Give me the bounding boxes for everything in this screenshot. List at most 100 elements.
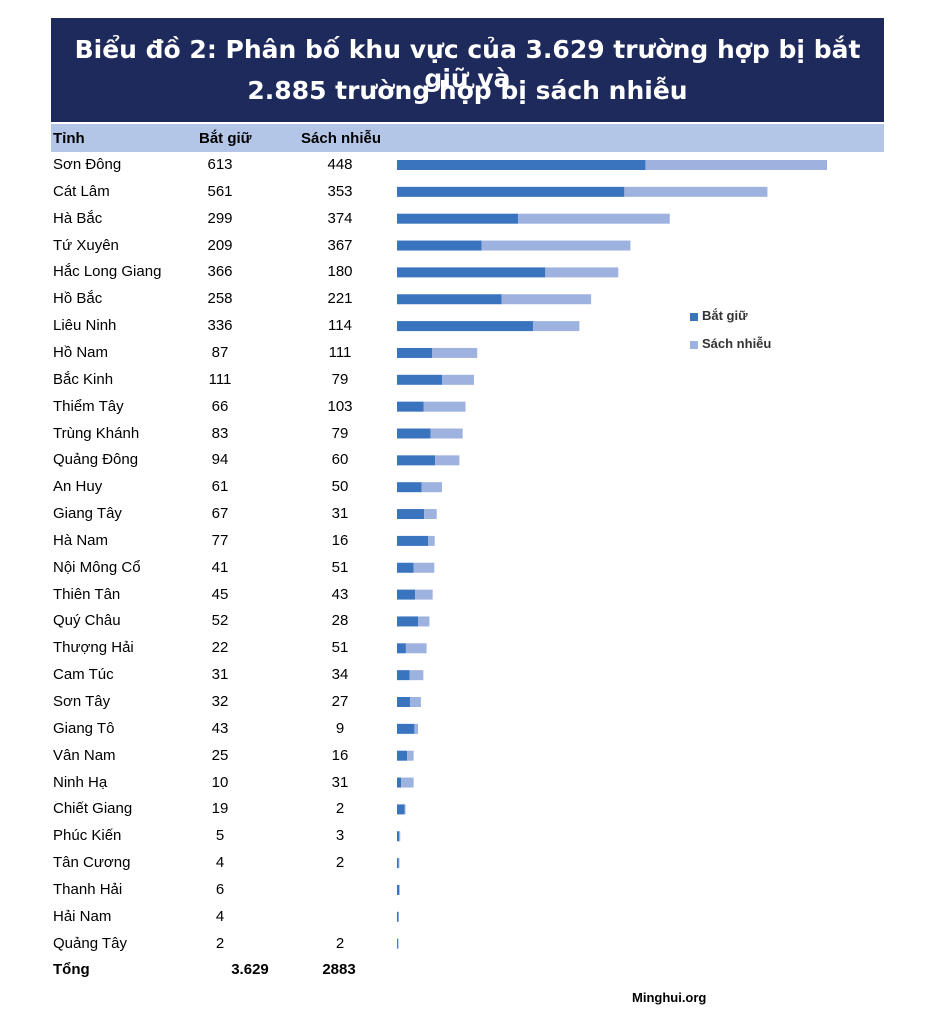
legend-swatch-harassment bbox=[690, 341, 698, 349]
province-label: Phúc Kiến bbox=[53, 827, 122, 844]
bar-arrests bbox=[397, 401, 424, 412]
arrests-value: 43 bbox=[211, 720, 229, 737]
harassment-value: 16 bbox=[331, 747, 349, 764]
bar-arrests bbox=[397, 670, 410, 681]
harassment-value: 2 bbox=[335, 854, 345, 871]
province-label: Quảng Tây bbox=[53, 935, 127, 952]
total-label: Tổng bbox=[53, 961, 90, 978]
bar-arrests bbox=[397, 777, 402, 788]
province-label: Bắc Kinh bbox=[53, 371, 114, 388]
province-label: Hồ Bắc bbox=[53, 290, 103, 307]
bar-harassment bbox=[399, 831, 401, 842]
bar-harassment bbox=[624, 186, 768, 197]
bar-harassment bbox=[415, 589, 433, 600]
bar-harassment bbox=[424, 509, 437, 520]
bar-arrests bbox=[397, 347, 433, 358]
province-label: Sơn Tây bbox=[53, 693, 111, 710]
province-label: Cam Túc bbox=[53, 666, 114, 683]
bar-arrests bbox=[397, 294, 502, 305]
arrests-value: 111 bbox=[208, 371, 232, 388]
total-harassment: 2883 bbox=[322, 961, 356, 978]
province-label: Trùng Khánh bbox=[53, 425, 140, 442]
harassment-value: 50 bbox=[331, 478, 349, 495]
bar-harassment bbox=[409, 670, 424, 681]
bar-harassment bbox=[423, 401, 466, 412]
arrests-value: 10 bbox=[211, 774, 229, 791]
bar-harassment bbox=[401, 777, 414, 788]
bar-arrests bbox=[397, 884, 400, 895]
bar-harassment bbox=[545, 267, 619, 278]
arrests-value: 5 bbox=[215, 827, 225, 844]
chart-title-line-1: Biểu đồ 2: Phân bố khu vực của 3.629 trư… bbox=[74, 35, 861, 93]
arrests-value: 2 bbox=[215, 935, 225, 952]
harassment-value: 114 bbox=[328, 317, 352, 334]
province-label: Ninh Hạ bbox=[53, 774, 108, 791]
province-label: Vân Nam bbox=[53, 747, 116, 764]
harassment-value: 3 bbox=[335, 827, 345, 844]
bar-harassment bbox=[405, 643, 427, 654]
bar-arrests bbox=[397, 616, 419, 627]
bar-harassment bbox=[481, 240, 631, 251]
chart-title-box: Biểu đồ 2: Phân bố khu vực của 3.629 trư… bbox=[51, 18, 884, 122]
harassment-value: 34 bbox=[331, 666, 349, 683]
harassment-value: 353 bbox=[327, 183, 353, 200]
province-label: Thanh Hải bbox=[53, 881, 123, 898]
header-harassment: Sách nhiễu bbox=[301, 130, 382, 147]
bar-harassment bbox=[428, 535, 435, 546]
harassment-value: 79 bbox=[331, 425, 349, 442]
arrests-value: 22 bbox=[211, 639, 229, 656]
bar-arrests bbox=[397, 213, 519, 224]
bar-arrests bbox=[397, 804, 405, 815]
arrests-value: 561 bbox=[207, 183, 233, 200]
bar-arrests bbox=[397, 509, 425, 520]
arrests-value: 83 bbox=[211, 425, 229, 442]
arrests-value: 258 bbox=[207, 290, 233, 307]
arrests-value: 299 bbox=[207, 210, 233, 227]
bar-harassment bbox=[414, 723, 419, 734]
province-label: Thiên Tân bbox=[53, 586, 121, 603]
province-label: Sơn Đông bbox=[53, 156, 122, 173]
arrests-value: 41 bbox=[211, 559, 229, 576]
province-label: Chiết Giang bbox=[53, 800, 133, 817]
legend-label-harassment: Sách nhiễu bbox=[702, 336, 772, 351]
arrests-value: 613 bbox=[207, 156, 233, 173]
arrests-value: 32 bbox=[211, 693, 229, 710]
bar-arrests bbox=[397, 186, 625, 197]
harassment-value: 221 bbox=[327, 290, 353, 307]
bar-harassment bbox=[413, 562, 435, 573]
arrests-value: 336 bbox=[207, 317, 233, 334]
bar-arrests bbox=[397, 589, 416, 600]
bar-harassment bbox=[533, 321, 580, 332]
bar-arrests bbox=[397, 240, 482, 251]
bar-arrests bbox=[397, 858, 399, 869]
legend-label-arrests: Bắt giữ bbox=[702, 308, 748, 323]
bar-arrests bbox=[397, 938, 399, 949]
bar-harassment bbox=[421, 482, 442, 493]
harassment-value: 180 bbox=[327, 263, 353, 280]
harassment-value: 374 bbox=[327, 210, 353, 227]
province-label: Hồ Nam bbox=[53, 344, 109, 361]
source-credit: Minghui.org bbox=[632, 990, 707, 1005]
province-label: Giang Tô bbox=[53, 720, 115, 737]
bar-harassment bbox=[435, 455, 460, 466]
province-label: Tân Cương bbox=[53, 854, 131, 871]
bar-arrests bbox=[397, 643, 406, 654]
bar-arrests bbox=[397, 535, 429, 546]
bar-harassment bbox=[407, 750, 414, 761]
province-label: Thượng Hải bbox=[53, 639, 134, 656]
arrests-value: 94 bbox=[211, 451, 229, 468]
harassment-value: 43 bbox=[331, 586, 349, 603]
province-label: Giang Tây bbox=[53, 505, 122, 522]
bar-harassment bbox=[501, 294, 592, 305]
bar-harassment bbox=[518, 213, 670, 224]
harassment-value: 60 bbox=[331, 451, 349, 468]
harassment-value: 51 bbox=[331, 559, 349, 576]
bar-harassment bbox=[404, 804, 406, 815]
bar-arrests bbox=[397, 723, 415, 734]
province-label: Hắc Long Giang bbox=[53, 263, 162, 280]
bar-harassment bbox=[418, 616, 430, 627]
province-label: Hà Bắc bbox=[53, 210, 103, 227]
bar-arrests bbox=[397, 455, 436, 466]
arrests-value: 67 bbox=[211, 505, 229, 522]
